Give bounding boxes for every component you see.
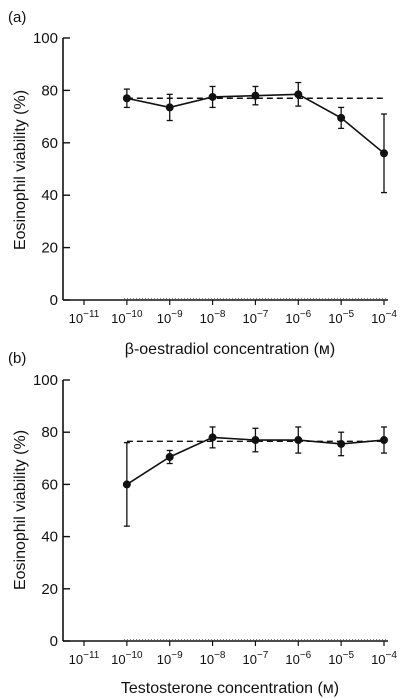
panel-b-x-tick-label: 10−11 xyxy=(69,650,100,667)
panel-b-data-point xyxy=(165,452,174,461)
panel-b-y-axis-label: Eosinophil viability (%) xyxy=(12,430,29,590)
panel-b-y-tick-label: 100 xyxy=(33,372,58,389)
panel-b-x-axis-label: Testosterone concentration (м) xyxy=(121,680,339,697)
panel-b-data-point xyxy=(122,480,131,489)
panel-a-x-tick-label: 10−10 xyxy=(111,309,143,326)
panel-b-y-tick-label: 80 xyxy=(41,424,58,441)
panel-a-x-tick-label: 10−8 xyxy=(200,309,226,326)
panel-b-data-point xyxy=(380,436,388,445)
panel-a-x-tick-label: 10−11 xyxy=(69,309,100,326)
panel-b-x-tick-label: 10−5 xyxy=(328,650,354,667)
panel-b-x-tick-label: 10−7 xyxy=(242,650,268,667)
panel-b-x-tick-label: 10−10 xyxy=(111,650,143,667)
panel-b-data-point xyxy=(251,436,260,445)
panel-a-data-point xyxy=(165,103,174,112)
panel-a-plot-area: 0 20 40 60 80 100 10−11 10−10 10−9 10−8 10−7 10−6 10… xyxy=(33,30,397,326)
panel-b-x-tick-label: 10−6 xyxy=(285,650,311,667)
panel-b-label: (b) xyxy=(8,350,26,367)
panel-b-y-tick-label: 20 xyxy=(41,581,58,598)
panel-a-y-tick-label: 0 xyxy=(50,292,58,309)
panel-b: (b) Eosinophil viability (%) Testosteron… xyxy=(8,350,397,697)
panel-a-data-point xyxy=(122,94,131,103)
panel-a-data-point xyxy=(337,113,346,122)
panel-a-y-tick-label: 80 xyxy=(41,82,58,99)
panel-a-y-axis-label: Eosinophil viability (%) xyxy=(12,90,29,250)
panel-a-y-tick-label: 100 xyxy=(33,30,58,47)
panel-b-y-tick-label: 0 xyxy=(50,633,58,650)
panel-a-x-tick-label: 10−6 xyxy=(285,309,311,326)
panel-b-data-point xyxy=(294,436,303,445)
panel-b-y-tick-label: 40 xyxy=(41,529,58,546)
panel-a-data-point xyxy=(208,92,217,101)
panel-b-data-point xyxy=(208,433,217,442)
panel-a-data-point xyxy=(251,91,260,100)
panel-a-label: (a) xyxy=(8,9,26,26)
panel-b-data-point xyxy=(337,439,346,448)
panel-a-x-tick-label: 10−5 xyxy=(328,309,354,326)
panel-a-x-axis-label: β-oestradiol concentration (м) xyxy=(125,341,336,358)
panel-a-data-point xyxy=(380,149,388,158)
panel-b-x-tick-label: 10−8 xyxy=(200,650,226,667)
panel-a: (a) Eosinophil viability (%) β-oestradio… xyxy=(8,9,397,358)
panel-a-x-tick-label: 10−4 xyxy=(371,309,397,326)
panel-a-x-tick-label: 10−7 xyxy=(242,309,268,326)
panel-b-y-tick-label: 60 xyxy=(41,476,58,493)
panel-a-y-tick-label: 60 xyxy=(41,135,58,152)
panel-a-y-tick-label: 20 xyxy=(41,240,58,257)
panel-b-x-tick-label: 10−9 xyxy=(157,650,183,667)
panel-b-plot-area: 0 20 40 60 80 100 10−11 10−10 10−9 10−8 10−7 10−6 10… xyxy=(33,372,397,667)
panel-a-y-tick-label: 40 xyxy=(41,187,58,204)
panel-a-data-point xyxy=(294,90,303,99)
panel-b-x-tick-label: 10−4 xyxy=(371,650,397,667)
panel-a-x-tick-label: 10−9 xyxy=(157,309,183,326)
